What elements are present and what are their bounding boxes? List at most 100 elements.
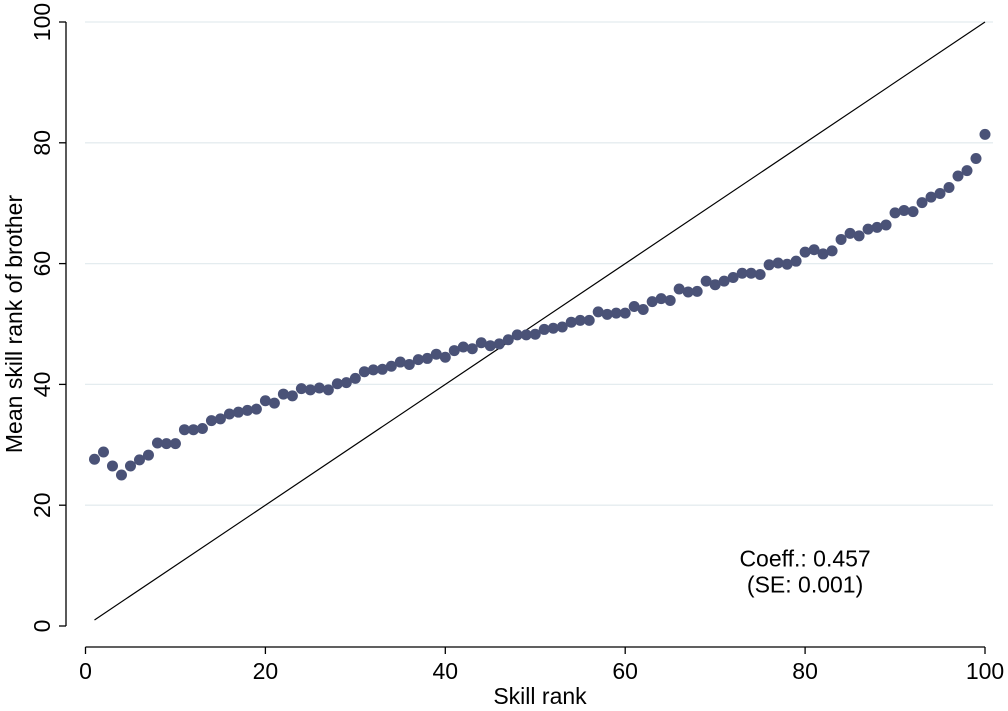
data-points <box>88 128 991 481</box>
data-point <box>673 283 685 295</box>
data-point <box>736 267 748 279</box>
data-point <box>943 181 955 193</box>
data-point <box>610 307 622 319</box>
data-point <box>241 404 253 416</box>
data-point <box>430 348 442 360</box>
y-tick-label-100: 100 <box>29 3 55 41</box>
data-point <box>331 378 343 390</box>
y-axis-title: Mean skill rank of brother <box>1 195 27 454</box>
data-point <box>691 285 703 297</box>
data-point <box>745 267 757 279</box>
data-point <box>340 377 352 389</box>
data-point <box>907 206 919 218</box>
data-point <box>754 268 766 280</box>
data-point <box>547 322 559 334</box>
data-point <box>466 343 478 355</box>
data-point <box>187 424 199 436</box>
data-point <box>259 395 271 407</box>
x-tick-label-20: 20 <box>253 658 279 684</box>
data-point <box>781 258 793 270</box>
data-point <box>682 286 694 298</box>
data-point <box>457 341 469 353</box>
data-point <box>871 221 883 233</box>
data-point <box>223 408 235 420</box>
data-point <box>385 360 397 372</box>
data-point <box>619 307 631 319</box>
data-point <box>961 165 973 177</box>
data-point <box>304 384 316 396</box>
data-point <box>889 207 901 219</box>
data-point <box>538 323 550 335</box>
y-tick-label-0: 0 <box>29 620 55 633</box>
x-tick-label-80: 80 <box>792 658 818 684</box>
data-point <box>88 453 100 465</box>
data-point <box>880 219 892 231</box>
data-point <box>646 296 658 308</box>
data-point <box>295 383 307 395</box>
data-point <box>520 329 532 341</box>
data-point <box>493 338 505 350</box>
data-point <box>862 223 874 235</box>
data-point <box>286 390 298 402</box>
data-point <box>349 372 361 384</box>
data-point <box>205 415 217 427</box>
tick-marks: 0 20 40 60 80 100 0 20 40 60 80 100 <box>29 3 1004 684</box>
data-point <box>763 259 775 271</box>
data-point <box>178 424 190 436</box>
data-point <box>250 403 262 415</box>
data-point <box>574 314 586 326</box>
reference-45-degree-line <box>94 21 986 621</box>
data-point <box>502 334 514 346</box>
standard-error-annotation: (SE: 0.001) <box>747 572 863 598</box>
data-point <box>799 246 811 258</box>
data-point <box>268 397 280 409</box>
x-tick-label-0: 0 <box>79 658 92 684</box>
data-point <box>664 294 676 306</box>
data-point <box>835 233 847 245</box>
data-point <box>448 345 460 357</box>
data-point <box>115 469 127 481</box>
data-point <box>556 321 568 333</box>
data-point <box>313 382 325 394</box>
data-point <box>529 328 541 340</box>
x-tick-label-60: 60 <box>612 658 638 684</box>
data-point <box>475 337 487 349</box>
data-point <box>718 275 730 287</box>
data-point <box>898 204 910 216</box>
data-point <box>367 364 379 376</box>
data-point <box>133 454 145 466</box>
data-point <box>160 438 172 450</box>
data-point <box>394 356 406 368</box>
data-point <box>484 340 496 352</box>
data-point <box>772 257 784 269</box>
data-point <box>583 314 595 326</box>
data-point <box>916 197 928 209</box>
x-axis-title: Skill rank <box>493 683 587 709</box>
data-point <box>925 191 937 203</box>
data-point <box>142 449 154 461</box>
data-point <box>844 227 856 239</box>
data-point <box>628 300 640 312</box>
y-tick-label-40: 40 <box>29 372 55 398</box>
data-point <box>979 128 991 140</box>
data-point <box>808 244 820 256</box>
data-point <box>934 188 946 200</box>
data-point <box>124 460 136 472</box>
coefficient-annotation: Coeff.: 0.457 <box>739 546 870 572</box>
data-point <box>817 248 829 260</box>
data-point <box>970 153 982 165</box>
data-point <box>106 460 118 472</box>
data-point <box>952 170 964 182</box>
data-point <box>412 354 424 366</box>
data-point <box>97 446 109 458</box>
data-point <box>565 316 577 328</box>
data-point <box>214 413 226 425</box>
data-point <box>358 366 370 378</box>
y-tick-label-20: 20 <box>29 492 55 518</box>
data-point <box>277 388 289 400</box>
axes <box>65 22 985 648</box>
x-tick-label-100: 100 <box>966 658 1004 684</box>
data-point <box>151 437 163 449</box>
data-point <box>853 230 865 242</box>
data-point <box>322 384 334 396</box>
